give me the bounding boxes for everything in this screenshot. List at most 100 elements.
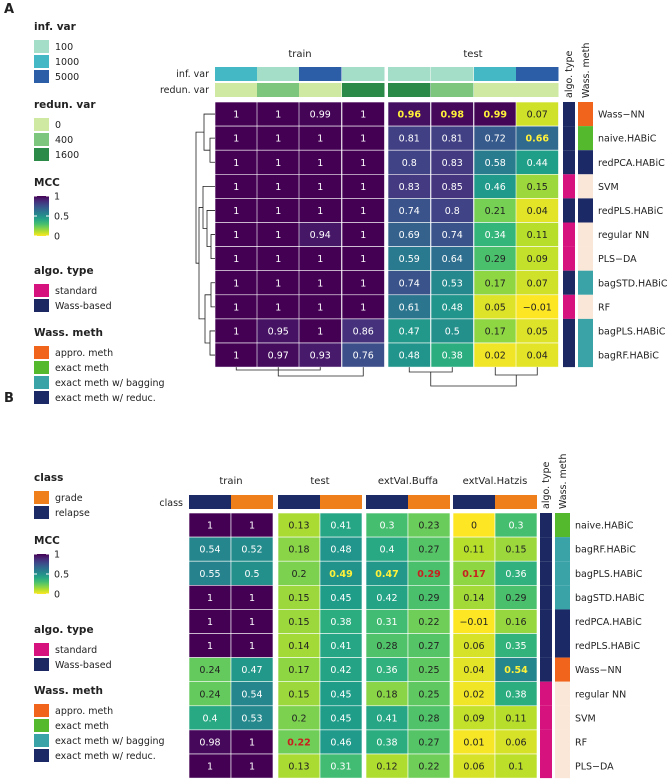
heatmap-cell (494, 753, 538, 779)
cell-value: 0.21 (485, 206, 506, 217)
row-dendrogram (198, 207, 205, 320)
cell-value: 0.81 (399, 134, 420, 145)
heatmap-cell (494, 633, 538, 658)
cell-value: 1 (207, 762, 213, 773)
cell-value: 0.05 (485, 302, 506, 313)
wass-meth-legend-title: Wass. meth (34, 327, 103, 339)
heatmap-cell (256, 318, 300, 344)
cell-value: 1 (233, 182, 239, 193)
cell-value: 1 (275, 134, 281, 145)
row-dendrogram (210, 282, 215, 308)
algo-type-cell (540, 537, 552, 562)
heatmap-cell (452, 633, 496, 658)
cell-value: 1 (207, 521, 213, 532)
heatmap-cell (515, 198, 559, 223)
cell-value: 1 (207, 617, 213, 628)
algo-type-cell (540, 633, 552, 658)
wass-meth-cell (555, 513, 570, 538)
annotation-cell (215, 67, 258, 81)
cell-value: 0.07 (527, 110, 548, 121)
cell-value: 1 (360, 302, 366, 313)
column-dendrogram (494, 367, 538, 376)
redun-var-legend-swatch (34, 148, 49, 161)
cell-value: 0.15 (288, 617, 309, 628)
annotation-cell (342, 83, 385, 97)
inf-var-legend-label: 100 (55, 42, 73, 53)
cell-value: 0.17 (288, 665, 309, 676)
annotation-cell (431, 67, 474, 81)
annotation-cell (431, 83, 474, 97)
heatmap-cell (341, 174, 385, 199)
wass-meth-b-legend-label: exact meth w/ bagging (55, 736, 165, 747)
cell-value: 0.42 (330, 665, 351, 676)
heatmap-cell (407, 633, 451, 658)
heatmap-cell (188, 753, 232, 779)
cell-value: 0.22 (418, 762, 439, 773)
redun-var-legend-label: 1600 (55, 150, 79, 161)
heatmap-cell (452, 536, 496, 562)
cell-value: 0.8 (445, 206, 460, 217)
column-dendrogram (430, 372, 517, 387)
cell-value: 1 (207, 593, 213, 604)
cell-value: 0.48 (330, 545, 351, 556)
heatmap-cell (256, 149, 300, 175)
cell-value: 1 (233, 230, 239, 241)
mcc-tick-label: 1 (54, 550, 60, 561)
algo-type-b-legend-swatch (34, 643, 49, 656)
cell-value: 0.29 (505, 593, 526, 604)
cell-value: 0.22 (418, 617, 439, 628)
cell-value: 0.64 (442, 254, 463, 265)
cell-value: 0.59 (399, 254, 420, 265)
wass-meth-legend-swatch (34, 376, 49, 389)
heatmap-cell (230, 657, 274, 682)
row-dendrogram (203, 113, 215, 151)
wass-meth-cell (578, 246, 593, 271)
cell-value: 0.45 (330, 713, 351, 724)
annotation-cell (474, 83, 517, 97)
cell-value: 1 (233, 158, 239, 169)
cell-value: 1 (317, 134, 323, 145)
heatmap-cell (430, 222, 474, 247)
row-label: bagRF.HABiC (575, 545, 636, 556)
redun-var-legend-swatch (34, 118, 49, 131)
wass-meth-cell (578, 150, 593, 175)
cell-value: 0.41 (330, 641, 351, 652)
wass-meth-b-legend-swatch (34, 749, 49, 762)
heatmap-cell (319, 729, 363, 755)
wass-meth-cell (578, 102, 593, 127)
row-dendrogram (209, 137, 215, 163)
cell-value: 0.36 (505, 569, 526, 580)
cell-value: 0.38 (442, 351, 463, 362)
cell-value: 0.94 (310, 230, 331, 241)
heatmap-cell (430, 198, 474, 223)
mcc-tick-label: 1 (54, 192, 60, 203)
cell-value: 0.47 (399, 326, 420, 337)
cell-value: 0.31 (376, 617, 397, 628)
row-label: PLS−DA (598, 254, 637, 265)
wass-meth-cell (555, 609, 570, 634)
cell-value: 1 (233, 278, 239, 289)
class-legend-label: grade (55, 493, 83, 504)
class-annotation-cell (408, 495, 450, 509)
cell-value: 0.46 (330, 737, 351, 748)
algo-type-cell (563, 150, 575, 175)
heatmap-cell (407, 584, 451, 610)
row-label: SVM (598, 182, 619, 193)
cell-value: 0.05 (527, 326, 548, 337)
cell-value: 0.2 (291, 569, 306, 580)
redun-var-legend-title: redun. var (34, 99, 96, 111)
heatmap-cell (473, 222, 517, 247)
cell-value: 1 (249, 641, 255, 652)
annotation-cell (257, 83, 300, 97)
cell-value: 1 (233, 326, 239, 337)
heatmap-cell (387, 198, 431, 223)
wass-meth-legend-label: exact meth (55, 363, 109, 374)
cell-value: 0.06 (463, 762, 484, 773)
cell-value: 1 (249, 521, 255, 532)
side-label-wass-meth: Wass. meth (581, 43, 592, 98)
cell-value: 0.2 (291, 713, 306, 724)
heatmap-cell (407, 657, 451, 682)
heatmap-cell (515, 342, 559, 368)
cell-value: 0.45 (330, 593, 351, 604)
class-annotation-cell (495, 495, 537, 509)
